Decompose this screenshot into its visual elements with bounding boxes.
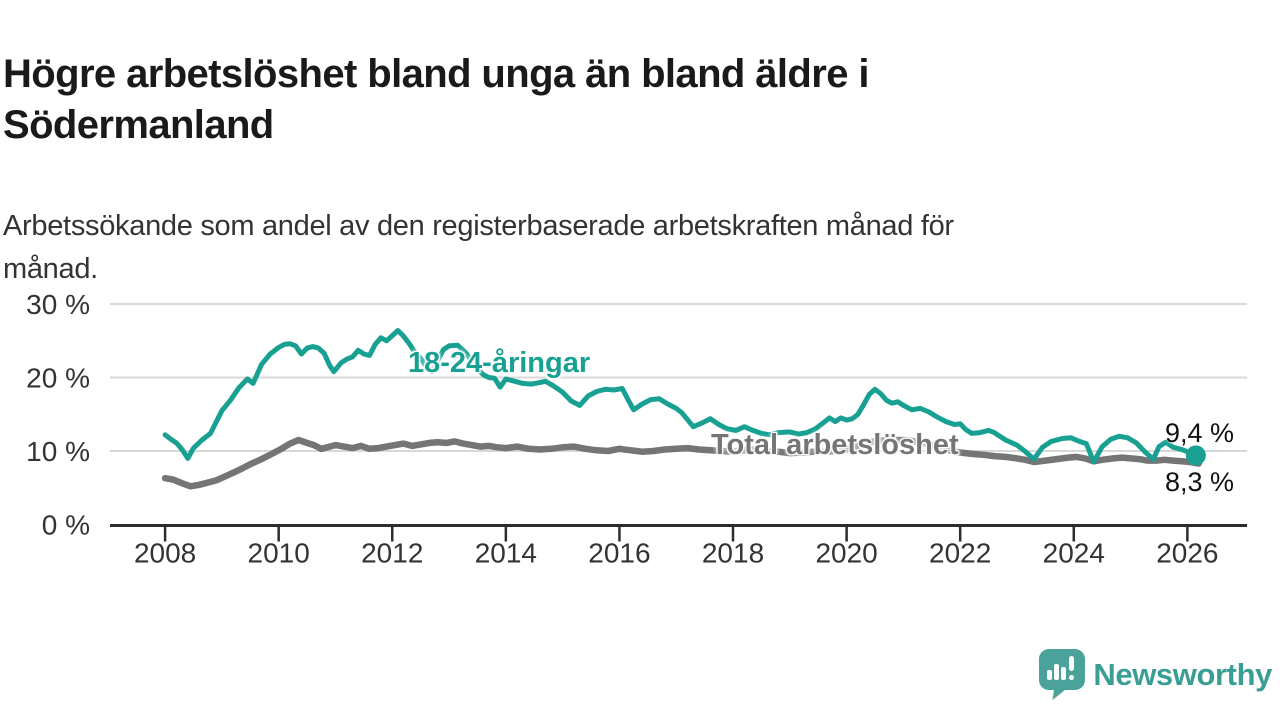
total-series-label: Total arbetslöshet: [711, 429, 959, 461]
newsworthy-logo-icon: [1039, 649, 1086, 700]
x-axis-tick-label: 2022: [929, 538, 991, 569]
y-axis-tick-label: 10 %: [26, 436, 90, 467]
y-axis-tick-label: 30 %: [26, 289, 90, 320]
youth-end-value-label: 9,4 %: [1165, 418, 1235, 448]
newsworthy-logo: Newsworthy: [1039, 649, 1272, 700]
y-axis-tick-label: 20 %: [26, 363, 90, 394]
x-axis-tick-label: 2010: [248, 538, 310, 569]
x-axis-tick-label: 2024: [1043, 538, 1105, 569]
logo-exclamation-dot: [1069, 675, 1075, 680]
page-title-line-2: Södermanland: [3, 102, 274, 147]
total-end-value-label: 8,3 %: [1165, 467, 1235, 497]
youth-series-label: 18-24-åringar: [408, 347, 591, 379]
x-axis-tick-label: 2026: [1156, 538, 1218, 569]
logo-exclamation-bar: [1069, 656, 1075, 671]
page-title: Högre arbetslöshet bland unga än bland ä…: [3, 49, 1063, 151]
x-axis-tick-label: 2008: [134, 538, 196, 569]
chart-subtitle-line-2: månad.: [3, 252, 98, 285]
x-axis-tick-label: 2012: [361, 538, 423, 569]
x-axis-tick-label: 2020: [815, 538, 877, 569]
series-line: [162, 328, 1199, 465]
x-axis-tick-label: 2018: [702, 538, 764, 569]
x-axis-tick-label: 2014: [475, 538, 537, 569]
chart-subtitle: Arbetssökande som andel av den registerb…: [3, 205, 1203, 291]
x-axis-tick-label: 2016: [588, 538, 650, 569]
series-line: [161, 436, 1202, 490]
chart-subtitle-line-1: Arbetssökande som andel av den registerb…: [3, 210, 954, 242]
series-end-dot: [1185, 445, 1206, 466]
page-title-line-1: Högre arbetslöshet bland unga än bland ä…: [3, 51, 869, 96]
logo-bar-1: [1047, 670, 1053, 680]
y-axis-tick-label: 0 %: [42, 510, 90, 541]
logo-bar-3: [1061, 667, 1067, 680]
logo-bar-2: [1054, 664, 1060, 680]
newsworthy-logo-text: Newsworthy: [1093, 656, 1272, 692]
